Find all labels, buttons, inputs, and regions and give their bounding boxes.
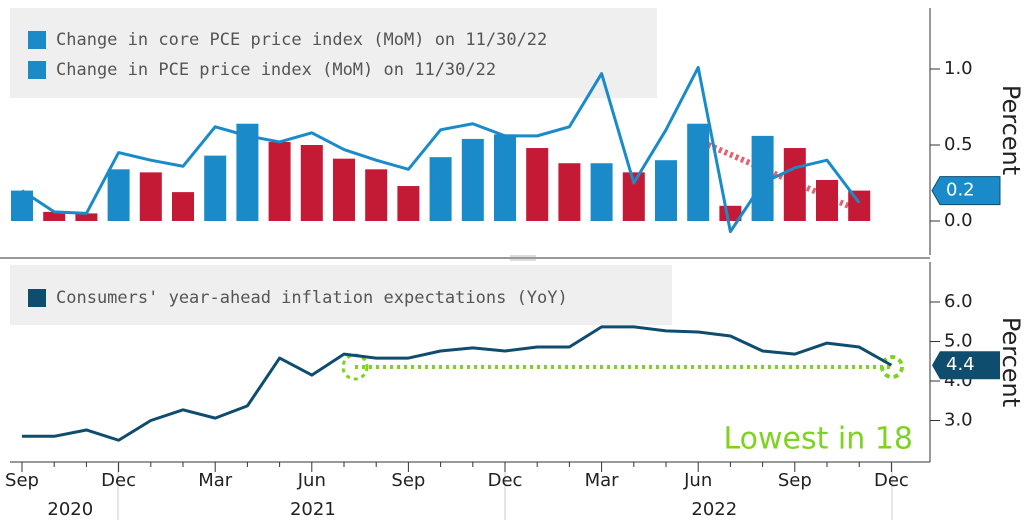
value-tag-label: 0.2 bbox=[946, 180, 975, 201]
line bbox=[22, 325, 893, 442]
bar bbox=[11, 190, 33, 221]
value-tag bbox=[932, 351, 1000, 380]
bar bbox=[590, 163, 613, 221]
bar bbox=[107, 169, 130, 221]
y-tick-label: 0.5 bbox=[944, 134, 973, 155]
bar bbox=[816, 179, 838, 221]
value-tag bbox=[931, 176, 1001, 206]
bar bbox=[139, 172, 162, 221]
x-tick-label: Dec bbox=[488, 470, 523, 491]
legend-label: Consumers' year-ahead inflation expectat… bbox=[56, 288, 568, 308]
x-tick-label: Mar bbox=[585, 470, 620, 491]
bar bbox=[204, 155, 227, 221]
y-tick-label: 0.0 bbox=[944, 210, 973, 231]
y-axis-label: Percent bbox=[997, 317, 1025, 407]
bar bbox=[783, 148, 806, 221]
x-tick-label: Jun bbox=[683, 470, 712, 491]
y-tick-label: 6.0 bbox=[944, 291, 973, 312]
bar bbox=[43, 211, 66, 221]
x-tick-label: Mar bbox=[198, 470, 233, 491]
bar bbox=[333, 158, 355, 221]
annotation-circle bbox=[880, 355, 904, 379]
bar bbox=[526, 148, 549, 221]
year-label: 2021 bbox=[290, 499, 336, 520]
bar bbox=[558, 163, 581, 221]
y-axis-label: Percent bbox=[997, 85, 1025, 175]
bar bbox=[622, 172, 645, 221]
x-tick-label: Dec bbox=[874, 470, 909, 491]
legend-swatch bbox=[28, 31, 46, 49]
x-tick-label: Sep bbox=[5, 470, 39, 491]
legend-swatch bbox=[28, 289, 46, 307]
bar bbox=[300, 145, 323, 221]
bar bbox=[687, 123, 710, 221]
bar bbox=[751, 135, 774, 221]
bar bbox=[461, 138, 484, 221]
x-tick-label: Sep bbox=[778, 470, 812, 491]
bar bbox=[365, 169, 388, 221]
bar bbox=[236, 123, 259, 221]
year-label: 2020 bbox=[47, 499, 93, 520]
bar bbox=[429, 157, 452, 221]
legend-swatch bbox=[28, 61, 46, 79]
legend-label: Change in core PCE price index (MoM) on … bbox=[56, 30, 547, 50]
line bbox=[21, 65, 861, 234]
y-tick-label: 3.0 bbox=[944, 410, 973, 431]
legend-box bbox=[10, 265, 672, 325]
bar bbox=[848, 190, 871, 221]
bar bbox=[75, 213, 98, 221]
x-tick-label: Dec bbox=[101, 470, 136, 491]
annotation: Lowest in 18 bbox=[723, 422, 913, 457]
legend-box bbox=[10, 8, 657, 98]
y-tick-label: 1.0 bbox=[944, 58, 973, 79]
bar bbox=[494, 134, 516, 221]
bar bbox=[268, 141, 291, 221]
bar bbox=[172, 192, 194, 221]
value-tag-label: 4.4 bbox=[946, 354, 975, 375]
bar bbox=[655, 160, 677, 221]
y-tick-label: 5.0 bbox=[944, 331, 973, 352]
year-label: 2022 bbox=[691, 499, 737, 520]
x-tick-label: Sep bbox=[391, 470, 425, 491]
legend-label: Change in PCE price index (MoM) on 11/30… bbox=[56, 60, 496, 80]
x-tick-label: Jun bbox=[297, 470, 326, 491]
bar bbox=[397, 186, 420, 221]
